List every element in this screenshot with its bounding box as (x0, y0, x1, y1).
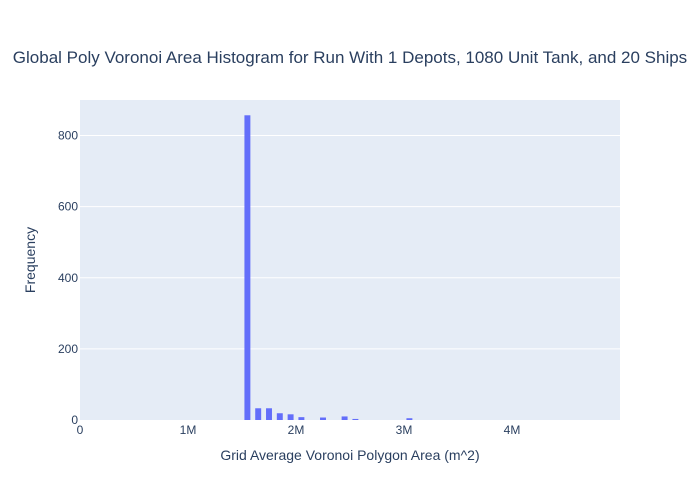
histogram-bar (341, 416, 348, 420)
histogram-bar (298, 417, 305, 420)
y-tick-label: 800 (58, 129, 78, 143)
x-axis-title: Grid Average Voronoi Polygon Area (m^2) (220, 447, 479, 463)
histogram-bar (352, 418, 359, 420)
y-tick-label: 0 (71, 413, 78, 427)
histogram-bar (406, 418, 413, 420)
x-tick-label: 3M (396, 423, 413, 437)
y-axis-ticks: 0 200 400 600 800 (58, 129, 78, 427)
y-tick-label: 400 (58, 271, 78, 285)
plot-area (80, 100, 620, 420)
gridlines (80, 135, 620, 350)
histogram-bar (244, 115, 251, 421)
y-tick-label: 600 (58, 200, 78, 214)
bars (244, 115, 413, 421)
chart-title: Global Poly Voronoi Area Histogram for R… (13, 48, 687, 67)
y-tick-label: 200 (58, 342, 78, 356)
histogram-bar (287, 414, 294, 420)
histogram-bar (276, 413, 283, 420)
histogram-bar (320, 417, 326, 420)
x-tick-label: 1M (180, 423, 197, 437)
histogram-bar (255, 408, 262, 420)
y-axis-title: Frequency (22, 227, 38, 293)
x-tick-label: 4M (504, 423, 521, 437)
x-axis-ticks: 0 1M 2M 3M 4M (77, 423, 521, 437)
x-tick-label: 2M (288, 423, 305, 437)
histogram-bar (266, 408, 272, 420)
x-tick-label: 0 (77, 423, 84, 437)
